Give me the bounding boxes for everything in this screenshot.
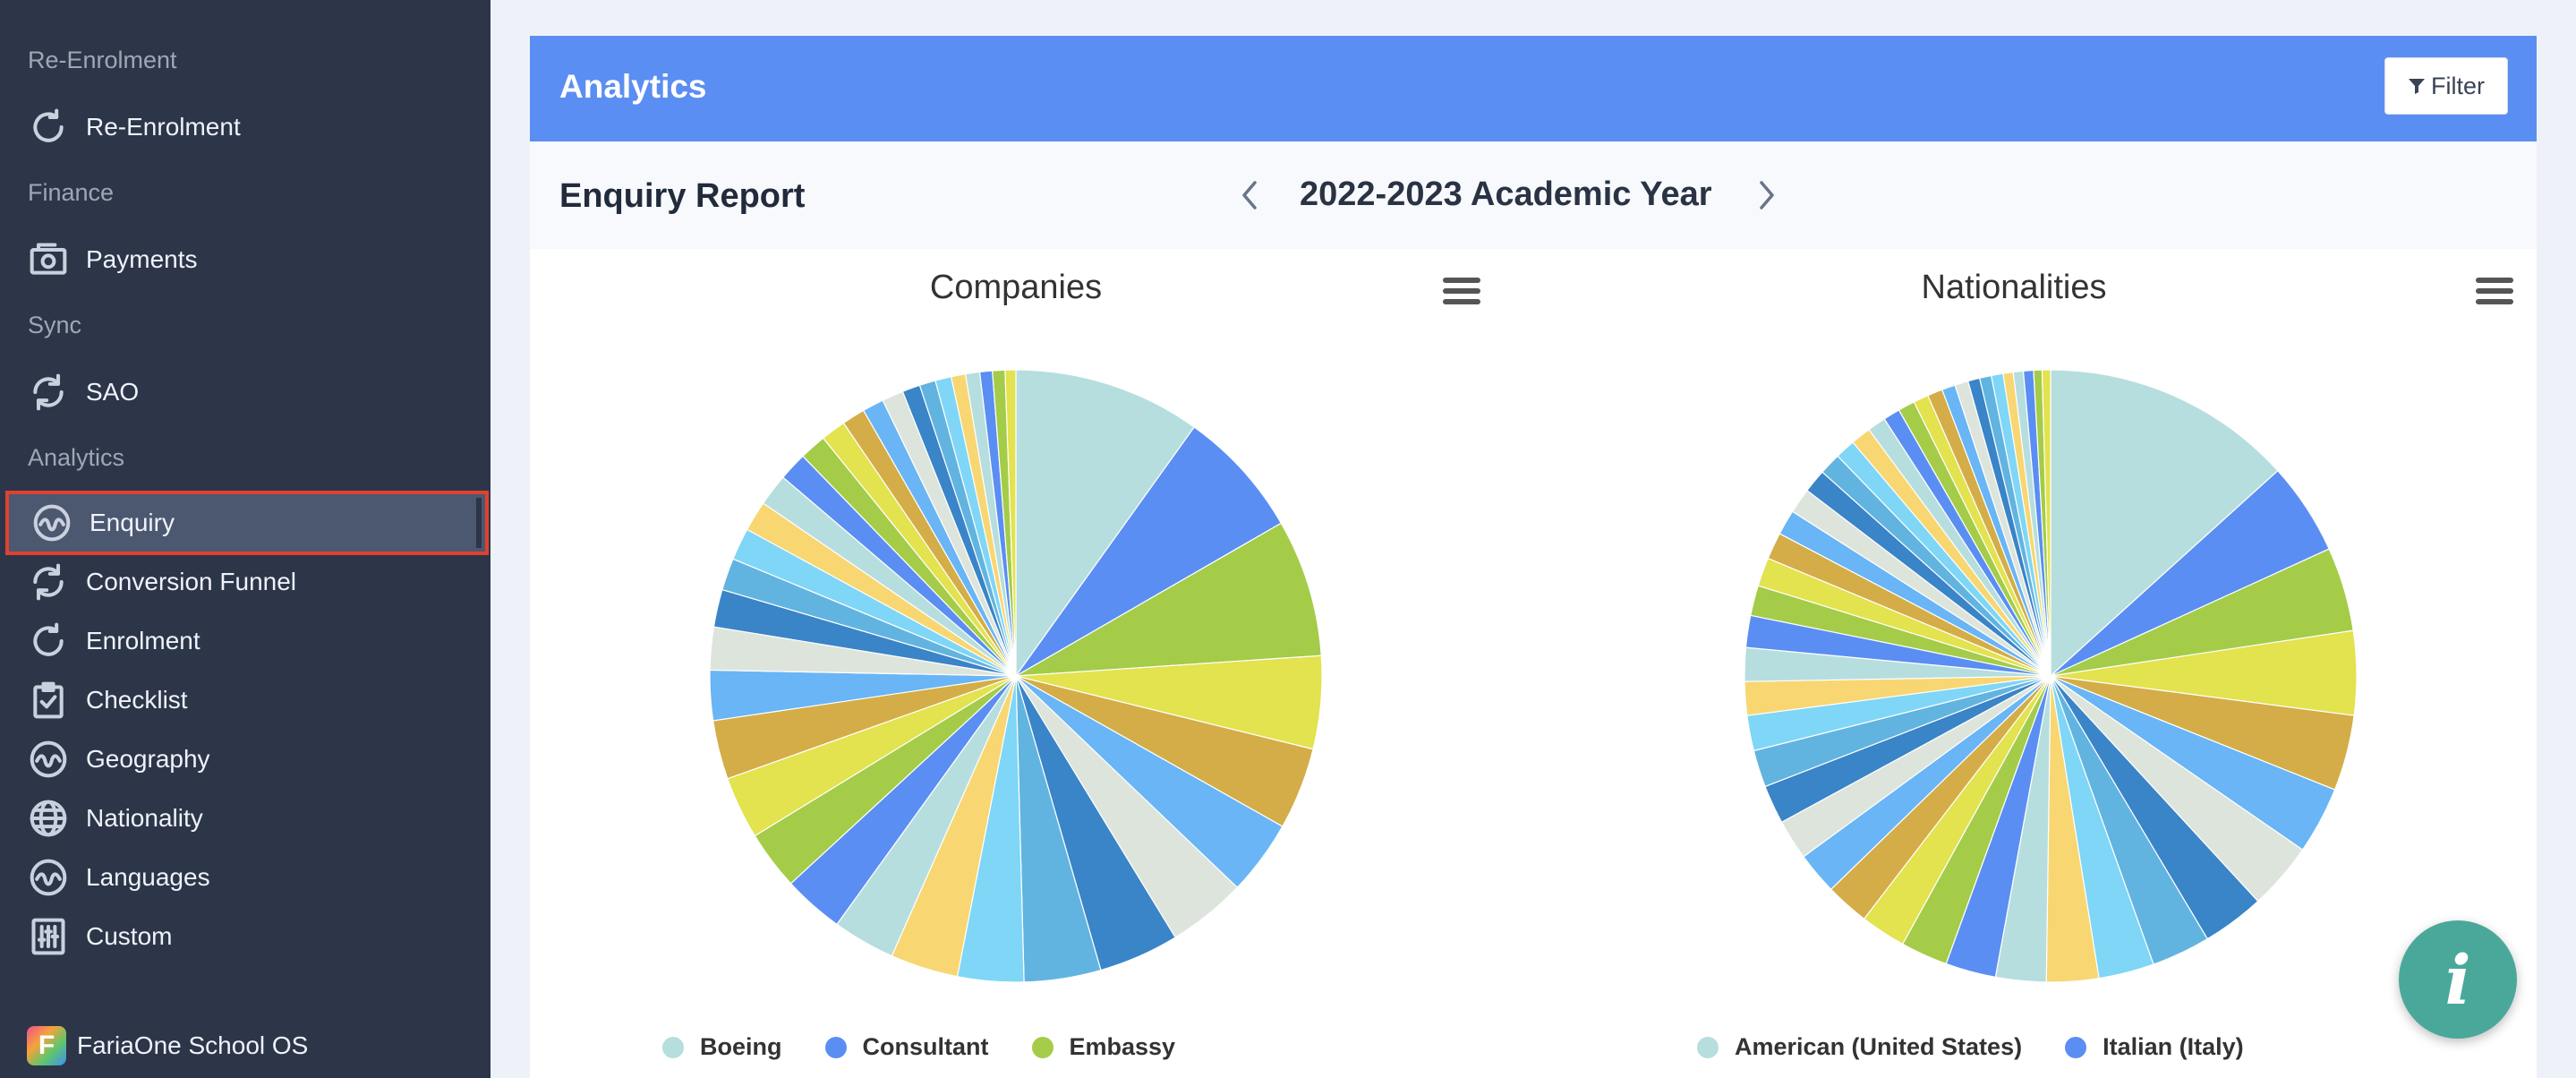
- refresh-icon: [27, 620, 70, 663]
- nationalities-legend: American (United States) Italian (Italy): [1697, 1033, 2287, 1061]
- camera-icon: [27, 238, 70, 281]
- legend-label: Italian (Italy): [2103, 1033, 2244, 1060]
- sidebar-item-label: Checklist: [86, 686, 188, 714]
- sidebar-item-re-enrolment[interactable]: Re-Enrolment: [5, 95, 489, 159]
- legend-label: Boeing: [700, 1033, 782, 1060]
- sidebar-item-geography[interactable]: Geography: [5, 727, 489, 791]
- sidebar-item-label: Nationality: [86, 804, 203, 832]
- brand[interactable]: F FariaOne School OS: [27, 1026, 308, 1065]
- sidebar-item-conversion-funnel[interactable]: Conversion Funnel: [5, 550, 489, 614]
- pie-slice[interactable]: [1004, 369, 1017, 677]
- section-label-re-enrolment: Re-Enrolment: [28, 47, 177, 73]
- companies-chart-title: Companies: [929, 269, 1103, 306]
- nationalities-chart-title: Nationalities: [1921, 269, 2107, 306]
- sync-icon: [27, 371, 70, 414]
- filter-button[interactable]: Filter: [2384, 57, 2508, 115]
- legend-swatch: [1697, 1036, 1719, 1058]
- sidebar-item-checklist[interactable]: Checklist: [5, 668, 489, 732]
- wave-icon: [30, 501, 73, 544]
- nationalities-pie-chart[interactable]: [1742, 367, 2359, 985]
- legend-item[interactable]: Italian (Italy): [2065, 1033, 2244, 1061]
- sidebar-item-label: SAO: [86, 378, 140, 406]
- sidebar-item-sao[interactable]: SAO: [5, 360, 489, 424]
- sidebar-item-nationality[interactable]: Nationality: [5, 786, 489, 851]
- legend-swatch: [2065, 1036, 2087, 1058]
- companies-pie-chart[interactable]: [707, 367, 1325, 985]
- legend-label: Consultant: [862, 1033, 989, 1060]
- wave-icon: [27, 856, 70, 899]
- sidebar-item-label: Languages: [86, 863, 210, 891]
- legend-label: Embassy: [1069, 1033, 1176, 1060]
- companies-legend: Boeing Consultant Embassy: [662, 1033, 1218, 1061]
- clipboard-icon: [27, 679, 70, 722]
- sidebar-item-label: Payments: [86, 245, 198, 273]
- sliders-icon: [27, 915, 70, 958]
- filter-button-label: Filter: [2431, 72, 2485, 99]
- info-button[interactable]: i: [2399, 920, 2517, 1039]
- sidebar-item-label: Re-Enrolment: [86, 113, 241, 141]
- sidebar-item-label: Enrolment: [86, 627, 200, 654]
- brand-label: FariaOne School OS: [77, 1031, 309, 1059]
- legend-item[interactable]: American (United States): [1697, 1033, 2022, 1061]
- section-label-analytics: Analytics: [28, 444, 125, 471]
- legend-item[interactable]: Embassy: [1031, 1033, 1176, 1061]
- panel-title: Analytics: [559, 68, 707, 105]
- legend-label: American (United States): [1735, 1033, 2023, 1060]
- academic-year: 2022-2023 Academic Year: [1300, 175, 1712, 213]
- globe-icon: [27, 797, 70, 840]
- legend-item[interactable]: Boeing: [662, 1033, 782, 1061]
- pie-slice[interactable]: [2050, 369, 2279, 678]
- legend-swatch: [824, 1036, 847, 1058]
- legend-item[interactable]: Consultant: [824, 1033, 989, 1061]
- section-label-sync: Sync: [28, 312, 82, 338]
- filter-icon: [2409, 79, 2425, 94]
- nationalities-chart-menu-icon[interactable]: [2476, 278, 2513, 308]
- sidebar-item-custom[interactable]: Custom: [5, 904, 489, 969]
- legend-swatch: [662, 1036, 684, 1058]
- companies-chart-menu-icon[interactable]: [1443, 278, 1480, 308]
- sidebar-item-enrolment[interactable]: Enrolment: [5, 609, 489, 673]
- panel-header: Analytics Filter: [530, 36, 2537, 141]
- legend-swatch: [1031, 1036, 1053, 1058]
- report-title: Enquiry Report: [559, 177, 806, 215]
- chevron-right-icon: [1760, 181, 1774, 210]
- info-icon: i: [2444, 939, 2471, 1020]
- sidebar-item-label: Enquiry: [90, 509, 175, 536]
- brand-logo-icon: F: [27, 1026, 66, 1065]
- sync-icon: [27, 560, 70, 603]
- report-header: Enquiry Report 2022-2023 Academic Year: [530, 141, 2537, 249]
- sidebar-item-label: Conversion Funnel: [86, 568, 297, 595]
- pie-slice[interactable]: [2041, 369, 2051, 677]
- sidebar-item-label: Geography: [86, 745, 210, 773]
- chevron-left-icon: [1242, 181, 1257, 210]
- sidebar-item-payments[interactable]: Payments: [5, 227, 489, 292]
- section-label-finance: Finance: [28, 179, 115, 206]
- sidebar-item-enquiry[interactable]: Enquiry: [5, 491, 489, 555]
- pie-slice[interactable]: [1015, 426, 1283, 677]
- sidebar: Re-Enrolment Re-Enrolment Finance Paymen…: [0, 0, 490, 1078]
- sidebar-item-label: Custom: [86, 922, 173, 950]
- refresh-icon: [27, 106, 70, 149]
- previous-year-button[interactable]: [1232, 175, 1267, 215]
- wave-icon: [27, 738, 70, 781]
- next-year-button[interactable]: [1749, 175, 1785, 215]
- pie-slice[interactable]: [1015, 522, 1322, 677]
- sidebar-item-languages[interactable]: Languages: [5, 845, 489, 910]
- pie-slice[interactable]: [1015, 369, 1196, 678]
